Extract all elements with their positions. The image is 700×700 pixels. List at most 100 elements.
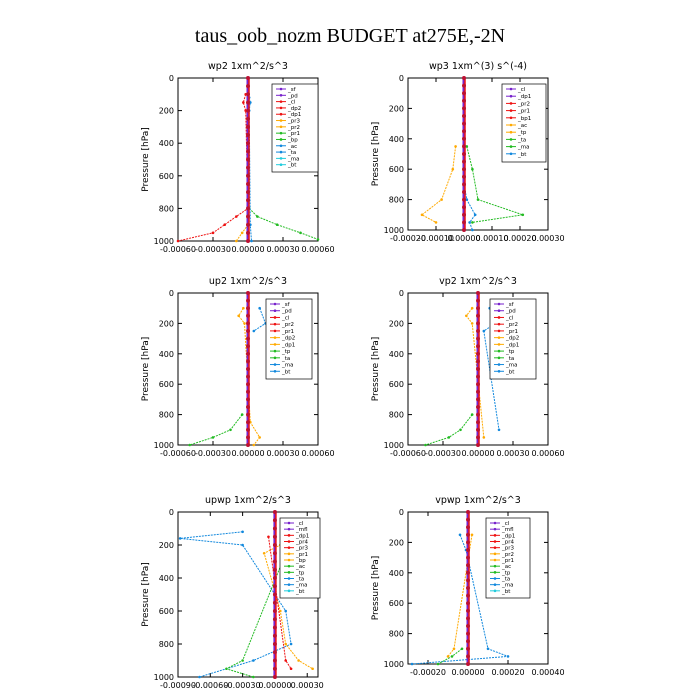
legend-marker — [493, 577, 497, 580]
legend-entry: _bp1 — [517, 116, 531, 122]
data-point — [178, 537, 182, 540]
legend-marker — [287, 577, 291, 580]
panel-5: upwp 1xm^2/s^302004006008001000-0.00090-… — [141, 495, 324, 690]
zero-profile-marker — [462, 121, 466, 126]
y-tick-label: 1000 — [154, 441, 174, 450]
legend-entry: _pr2 — [505, 322, 518, 328]
data-point — [465, 314, 468, 318]
zero-profile-marker — [462, 152, 466, 156]
zero-profile-marker — [466, 646, 470, 651]
legend-entry: _ma — [287, 156, 299, 162]
zero-profile-marker — [466, 631, 470, 636]
y-tick-label: 600 — [389, 599, 404, 608]
zero-profile-marker — [466, 540, 470, 545]
data-point — [471, 167, 474, 171]
zero-profile-marker — [246, 149, 250, 154]
legend-marker — [279, 157, 283, 160]
legend-marker — [287, 552, 291, 556]
data-point — [447, 436, 451, 439]
legend-marker — [497, 336, 501, 339]
data-point — [468, 221, 471, 224]
x-tick-label: 0.00000 — [231, 449, 264, 458]
legend-marker — [493, 540, 497, 543]
legend-marker — [279, 125, 283, 129]
legend-entry: _mfl — [501, 527, 514, 533]
legend-box — [265, 298, 313, 380]
zero-profile-marker — [246, 298, 250, 303]
data-point — [460, 647, 464, 651]
panel-1: wp2 1xm^2/s^3 0 200 400 600 800 1000-0.00060 -0… — [141, 61, 335, 254]
data-point — [486, 647, 490, 651]
legend-marker — [273, 309, 277, 313]
legend-marker — [273, 316, 277, 319]
zero-profile-marker — [462, 106, 466, 111]
data-point — [229, 428, 232, 432]
zero-profile-marker — [476, 344, 480, 349]
zero-profile-marker — [476, 291, 480, 295]
legend-box — [489, 298, 537, 380]
zero-profile-marker — [272, 518, 277, 523]
zero-profile-marker — [246, 190, 250, 195]
legend-marker — [493, 546, 497, 549]
zero-profile-marker — [462, 159, 466, 164]
legend-entry: _cl — [501, 521, 510, 527]
x-tick-label: 0.00030 — [291, 681, 324, 690]
zero-profile-marker — [246, 351, 250, 356]
panel-title: up2 1xm^2/s^3 — [209, 276, 287, 287]
legend-marker — [279, 131, 283, 135]
legend-entry: _sf — [505, 302, 515, 308]
legend-entry: _pr1 — [517, 109, 530, 115]
zero-profile-marker — [466, 525, 470, 530]
y-tick-label: 1000 — [154, 237, 174, 246]
data-point — [267, 535, 270, 539]
zero-profile-marker — [462, 190, 466, 194]
legend-entry: _dp1 — [517, 94, 531, 100]
zero-profile-marker — [462, 182, 466, 187]
zero-profile-marker — [272, 625, 277, 630]
zero-profile-marker — [246, 198, 250, 203]
y-tick-label: 400 — [159, 350, 174, 359]
legend-entry: _tp — [281, 349, 291, 355]
legend-entry: _pr1 — [501, 558, 514, 564]
zero-profile-marker — [246, 157, 250, 162]
legend-entry: _ac — [295, 564, 305, 570]
data-point — [434, 221, 438, 224]
legend-entry: _bt — [505, 369, 515, 375]
zero-profile-marker — [466, 548, 470, 552]
zero-profile-marker — [246, 359, 250, 364]
legend-marker — [509, 116, 513, 120]
x-tick-label: -0.00010 — [418, 234, 454, 243]
legend-box — [501, 83, 547, 163]
data-point — [289, 667, 293, 671]
legend-marker — [273, 322, 277, 326]
zero-profile-marker — [476, 420, 480, 425]
x-tick-label: 0.00060 — [531, 449, 564, 458]
zero-profile-marker — [272, 592, 277, 597]
legend-marker — [509, 138, 513, 141]
zero-profile-marker — [272, 642, 277, 646]
x-tick-label: -0.00030 — [195, 245, 231, 254]
legend-marker — [287, 521, 291, 525]
zero-profile-marker — [246, 420, 250, 425]
zero-profile-marker — [476, 412, 480, 417]
data-point — [410, 662, 414, 666]
data-point — [452, 647, 456, 651]
y-tick-label: 400 — [159, 139, 174, 148]
x-tick-label: 0.00060 — [301, 245, 334, 254]
y-tick-label: 200 — [389, 538, 404, 547]
data-point — [450, 655, 454, 658]
series-line — [248, 208, 319, 240]
zero-profile-marker — [476, 367, 480, 371]
data-point — [297, 659, 300, 662]
y-tick-label: 400 — [389, 569, 404, 578]
x-tick-label: 0.00030 — [496, 449, 529, 458]
zero-profile-marker — [246, 108, 250, 113]
zero-profile-marker — [476, 443, 480, 447]
zero-profile-marker — [462, 76, 466, 80]
legend-entry: _pd — [281, 309, 292, 315]
data-point — [459, 428, 462, 432]
data-point — [242, 306, 245, 310]
legend-marker — [509, 94, 513, 98]
